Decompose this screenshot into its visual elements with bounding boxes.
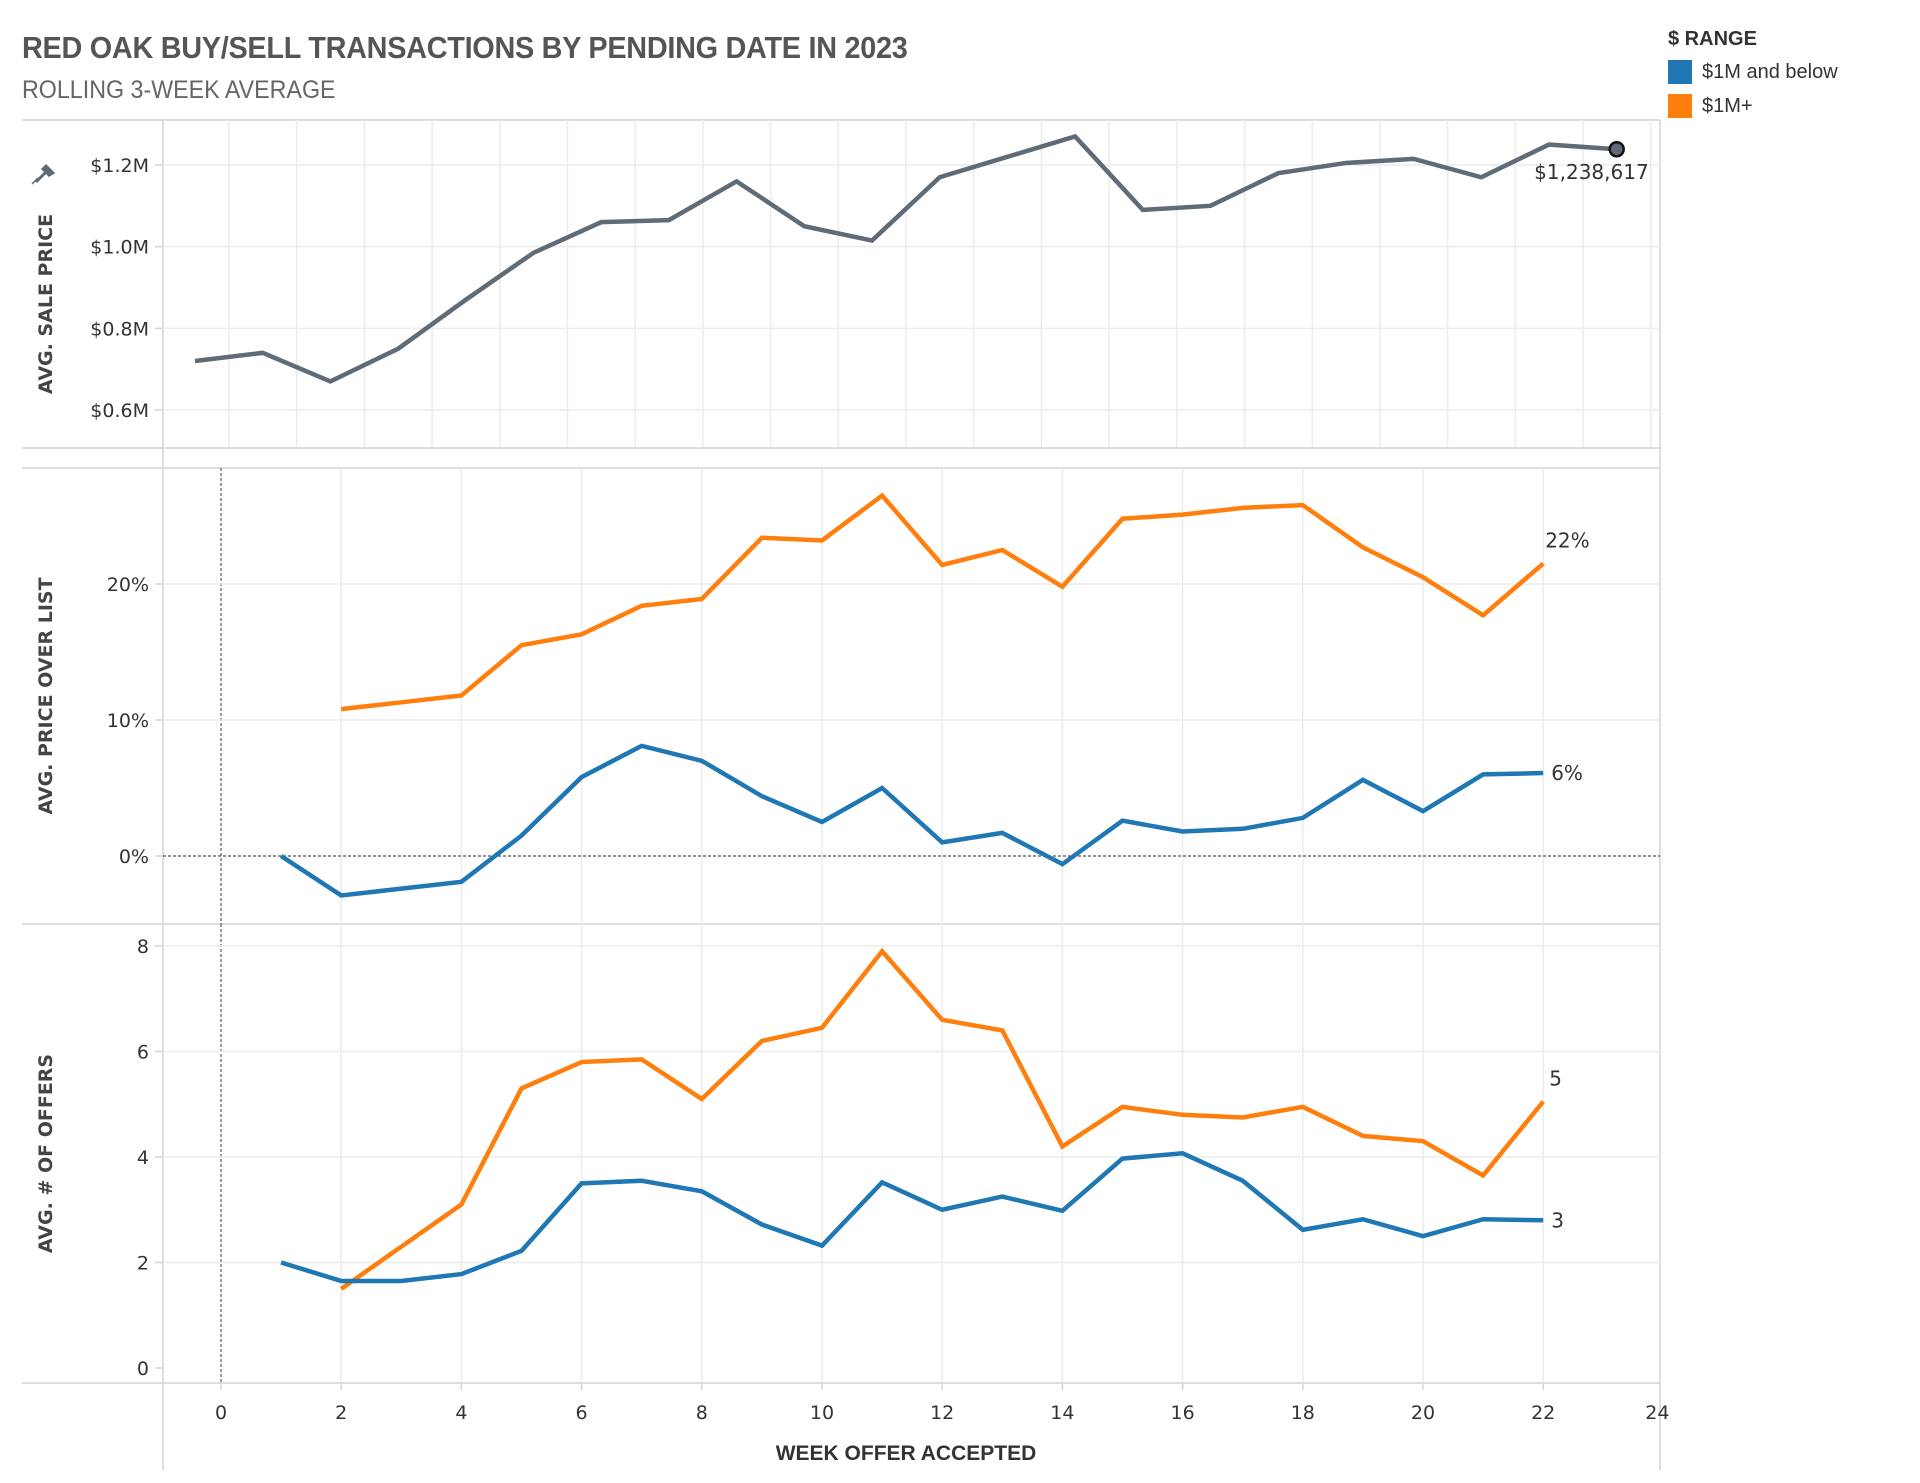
y-tick-label: 0 bbox=[137, 1358, 149, 1380]
legend-swatch-above-1m bbox=[1668, 94, 1692, 118]
line-series-above-1m bbox=[340, 492, 1545, 712]
y-axis-title: AVG. PRICE OVER LIST bbox=[35, 577, 57, 814]
y-tick-label: 20% bbox=[107, 574, 149, 596]
panel-avg-offers: 0 2 4 6 8 AVG. # OF OFFERS 5 3 bbox=[35, 924, 1660, 1383]
x-tick-label: 0 bbox=[215, 1402, 227, 1424]
panel-avg-price-over-list: 0% 10% 20% AVG. PRICE OVER LIST 22% 6% bbox=[35, 468, 1660, 924]
x-tick-label: 10 bbox=[810, 1402, 834, 1424]
y-tick-label: $1.2M bbox=[90, 155, 149, 177]
x-tick-label: 16 bbox=[1171, 1402, 1195, 1424]
y-tick-label: 2 bbox=[137, 1253, 149, 1275]
line-series-below-1m bbox=[280, 1151, 1544, 1284]
chart-title: RED OAK BUY/SELL TRANSACTIONS BY PENDING… bbox=[22, 30, 908, 65]
end-value-label: 3 bbox=[1551, 1208, 1564, 1232]
legend-label-below-1m: $1M and below bbox=[1702, 60, 1838, 83]
end-value-label: 5 bbox=[1549, 1067, 1562, 1091]
legend: $ RANGE $1M and below $1M+ bbox=[1668, 28, 1838, 123]
x-tick-label: 14 bbox=[1050, 1402, 1074, 1424]
x-tick-label: 4 bbox=[455, 1402, 467, 1424]
end-value-label: $1,238,617 bbox=[1534, 160, 1649, 184]
x-axis-title: WEEK OFFER ACCEPTED bbox=[776, 1442, 1037, 1465]
legend-item-above-1m[interactable]: $1M+ bbox=[1668, 89, 1838, 123]
chart-subtitle: ROLLING 3-WEEK AVERAGE bbox=[22, 76, 336, 104]
legend-swatch-below-1m bbox=[1668, 60, 1692, 84]
legend-title: $ RANGE bbox=[1668, 28, 1757, 50]
y-axis-title: AVG. # OF OFFERS bbox=[35, 1054, 57, 1253]
pin-icon[interactable] bbox=[31, 163, 56, 185]
y-tick-label: 4 bbox=[137, 1147, 149, 1169]
x-tick-label: 2 bbox=[335, 1402, 347, 1424]
end-value-label: 22% bbox=[1545, 529, 1589, 553]
x-tick-label: 12 bbox=[930, 1402, 954, 1424]
x-tick-label: 6 bbox=[576, 1402, 588, 1424]
legend-item-below-1m[interactable]: $1M and below bbox=[1668, 55, 1838, 89]
y-tick-label: $0.6M bbox=[90, 400, 149, 422]
x-tick-label: 8 bbox=[696, 1402, 708, 1424]
y-tick-label: $0.8M bbox=[90, 318, 149, 340]
legend-label-above-1m: $1M+ bbox=[1702, 94, 1753, 117]
end-value-label: 6% bbox=[1551, 761, 1583, 785]
y-axis-title: AVG. SALE PRICE bbox=[35, 214, 57, 394]
y-tick-label: 8 bbox=[137, 936, 149, 958]
y-tick-label: 0% bbox=[119, 846, 149, 868]
y-tick-label: 6 bbox=[137, 1042, 149, 1064]
line-series-below-1m bbox=[279, 743, 1544, 898]
line-series-avg-sale-price bbox=[194, 133, 1617, 384]
y-tick-label: 10% bbox=[107, 710, 149, 732]
y-tick-label: $1.0M bbox=[90, 237, 149, 259]
highlight-point bbox=[1608, 140, 1625, 158]
x-tick-label: 24 bbox=[1645, 1402, 1669, 1424]
line-series-above-1m bbox=[339, 947, 1545, 1291]
x-tick-label: 20 bbox=[1411, 1402, 1435, 1424]
panel-frames bbox=[22, 119, 1661, 1470]
x-tick-label: 22 bbox=[1531, 1402, 1555, 1424]
panel-avg-sale-price: $0.6M $0.8M $1.0M $1.2M AVG. SALE PRICE $1,23… bbox=[35, 120, 1660, 449]
x-tick-label: 18 bbox=[1291, 1402, 1315, 1424]
